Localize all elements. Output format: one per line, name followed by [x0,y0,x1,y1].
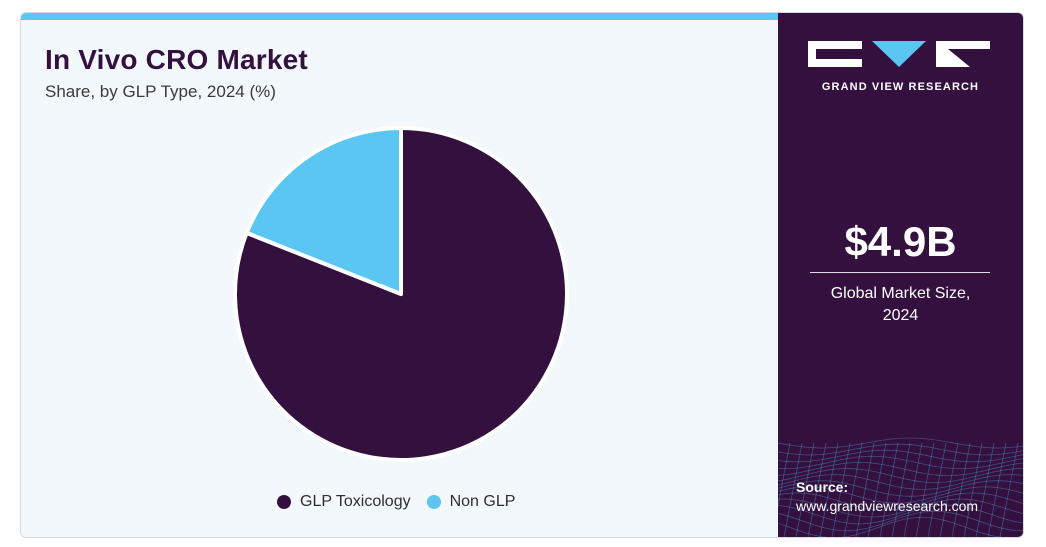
chart-subtitle: Share, by GLP Type, 2024 (%) [45,82,276,101]
pie-slice-non-glp [244,126,403,296]
legend-swatch-glp-toxicology [277,495,291,509]
metric-divider [810,272,990,273]
source-link[interactable]: www.grandviewresearch.com [796,498,979,514]
chart-title: In Vivo CRO Market [45,44,308,75]
chart-panel: In Vivo CRO Market Share, by GLP Type, 2… [21,20,778,537]
decorative-wave-pattern [778,403,1023,537]
brand-name: GRAND VIEW RESEARCH [821,81,980,93]
info-panel: GRAND VIEW RESEARCH $4.9B Global Market … [778,13,1023,537]
legend-label-glp-toxicology: GLP Toxicology [300,493,411,510]
pie-slice-glp-toxicology [233,126,569,462]
chart-card: In Vivo CRO Market Share, by GLP Type, 2… [20,12,1024,538]
market-size-label: Global Market Size, 2024 [830,285,971,324]
legend-item-non-glp: Non GLP [426,493,516,511]
source-label: Source: [796,479,849,495]
gvr-logo-icon [808,41,990,67]
chart-legend: GLP Toxicology Non GLP [277,493,531,511]
legend-swatch-non-glp [426,495,441,509]
market-size-value: $4.9B [844,218,957,265]
pie-chart [233,126,569,462]
accent-top-bar [21,13,778,20]
legend-item-glp-toxicology: GLP Toxicology [277,493,411,511]
legend-label-non-glp: Non GLP [449,493,516,510]
